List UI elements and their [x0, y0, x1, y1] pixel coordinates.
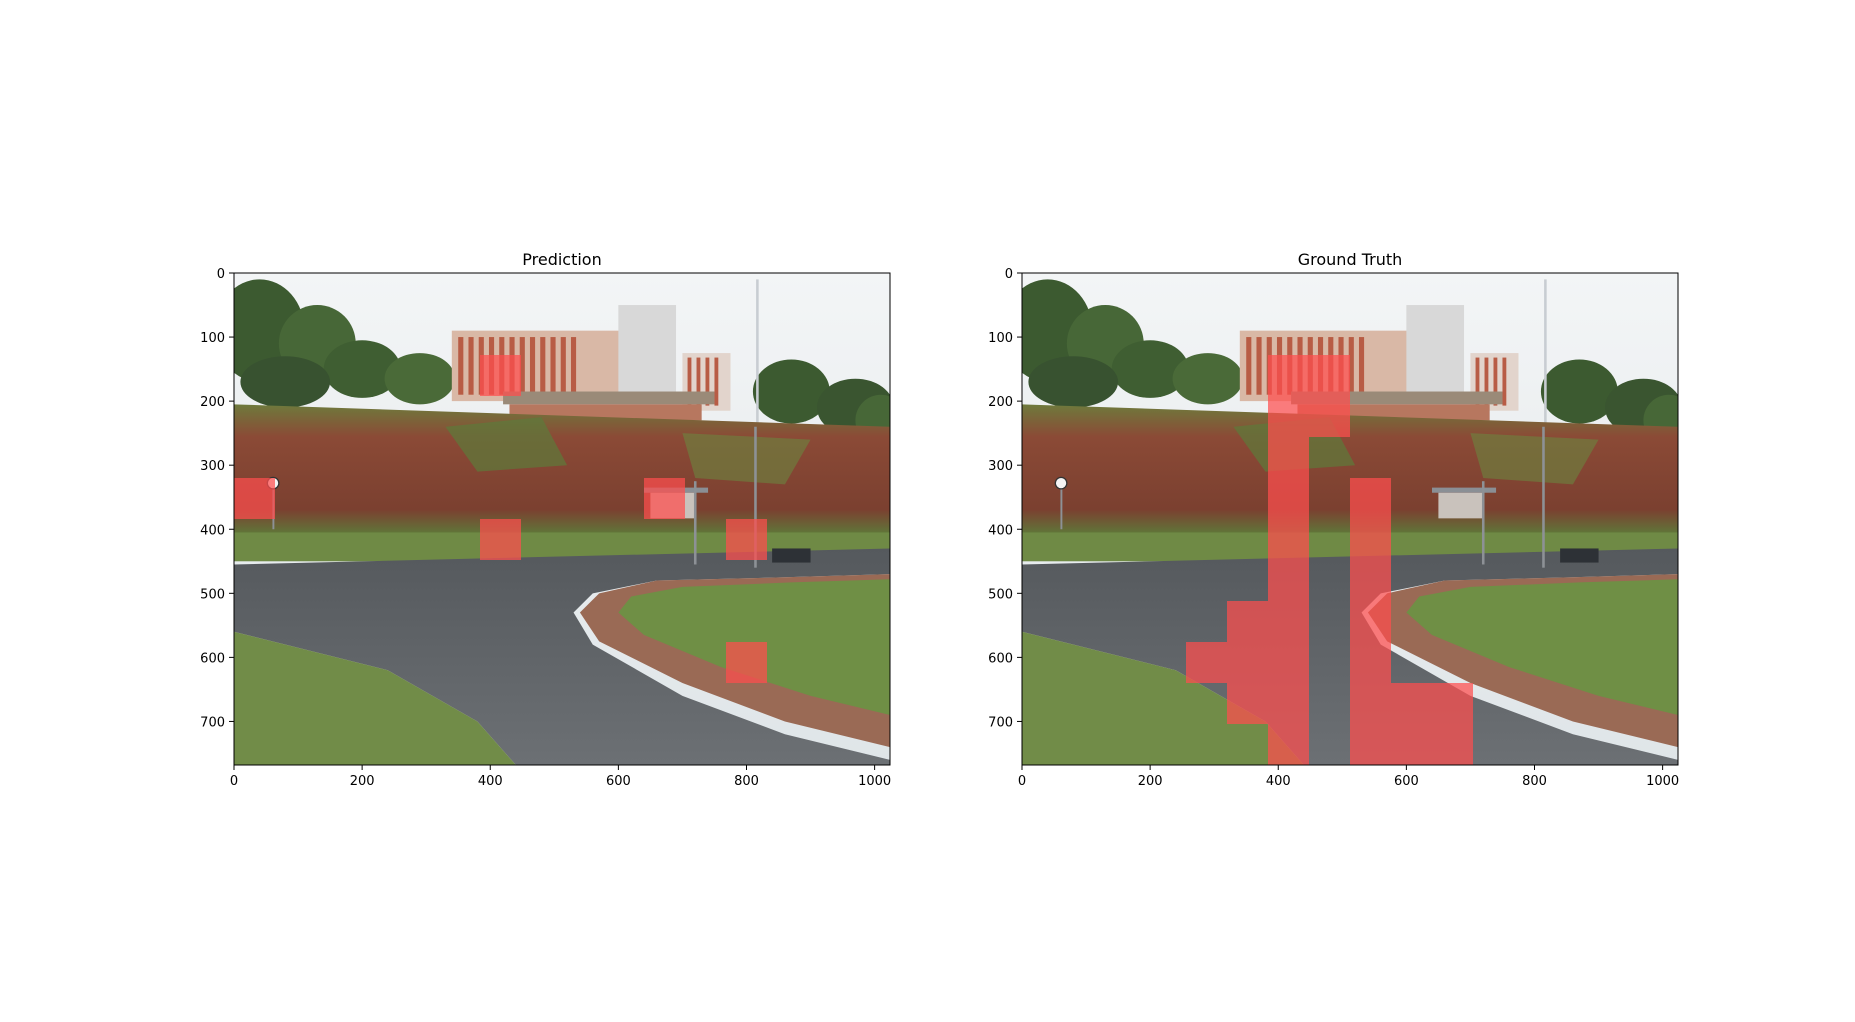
overlay-cell [1350, 478, 1391, 765]
overlay-cell [480, 519, 521, 560]
x-tick-label: 1000 [1646, 774, 1679, 789]
x-tick-label: 800 [1522, 774, 1547, 789]
photo [234, 273, 890, 765]
y-tick-label: 500 [200, 587, 225, 602]
x-tick-label: 600 [1394, 774, 1419, 789]
x-tick-label: 1000 [858, 774, 891, 789]
panel-title: Prediction [522, 250, 601, 269]
y-tick-label: 0 [217, 267, 225, 282]
y-tick-label: 700 [988, 715, 1013, 730]
overlay-cell [1391, 683, 1473, 765]
panel-title: Ground Truth [1298, 250, 1403, 269]
x-tick-label: 200 [1138, 774, 1163, 789]
overlay-layer [1186, 355, 1473, 765]
axes-frame [1021, 272, 1679, 766]
overlay-layer [234, 355, 767, 683]
overlay-cell [1268, 355, 1350, 437]
overlay-cell [726, 642, 767, 683]
overlay-cell [1268, 437, 1309, 765]
axes-frame [233, 272, 891, 766]
y-tick-label: 500 [988, 587, 1013, 602]
x-tick-label: 0 [230, 774, 238, 789]
x-tick-label: 0 [1018, 774, 1026, 789]
overlay-cell [644, 478, 685, 519]
y-tick-label: 700 [200, 715, 225, 730]
overlay-cell [1227, 601, 1268, 724]
photo [1022, 273, 1678, 765]
overlay-cell [726, 519, 767, 560]
x-tick-label: 800 [734, 774, 759, 789]
y-tick-label: 600 [988, 651, 1013, 666]
y-tick-label: 400 [988, 523, 1013, 538]
overlay-cell [1186, 642, 1227, 683]
x-tick-label: 600 [606, 774, 631, 789]
panel-prediction: Prediction 0 200 400 600 800 1000 0 100 200 300 4… [200, 250, 891, 789]
panel-ground-truth: Ground Truth 0 200 400 600 800 1000 0 100 200 30… [988, 250, 1679, 789]
y-axis: 0 100 200 300 400 500 600 700 [988, 267, 1022, 730]
y-tick-label: 100 [988, 331, 1013, 346]
x-axis: 0 200 400 600 800 1000 [230, 765, 891, 789]
y-tick-label: 0 [1005, 267, 1013, 282]
y-axis: 0 100 200 300 400 500 600 700 [200, 267, 234, 730]
y-tick-label: 300 [200, 459, 225, 474]
overlay-cell [480, 355, 521, 396]
x-axis: 0 200 400 600 800 1000 [1018, 765, 1679, 789]
y-tick-label: 400 [200, 523, 225, 538]
y-tick-label: 600 [200, 651, 225, 666]
x-tick-label: 400 [478, 774, 503, 789]
x-tick-label: 400 [1266, 774, 1291, 789]
y-tick-label: 300 [988, 459, 1013, 474]
y-tick-label: 200 [988, 395, 1013, 410]
y-tick-label: 100 [200, 331, 225, 346]
overlay-cell [234, 478, 275, 519]
y-tick-label: 200 [200, 395, 225, 410]
x-tick-label: 200 [350, 774, 375, 789]
